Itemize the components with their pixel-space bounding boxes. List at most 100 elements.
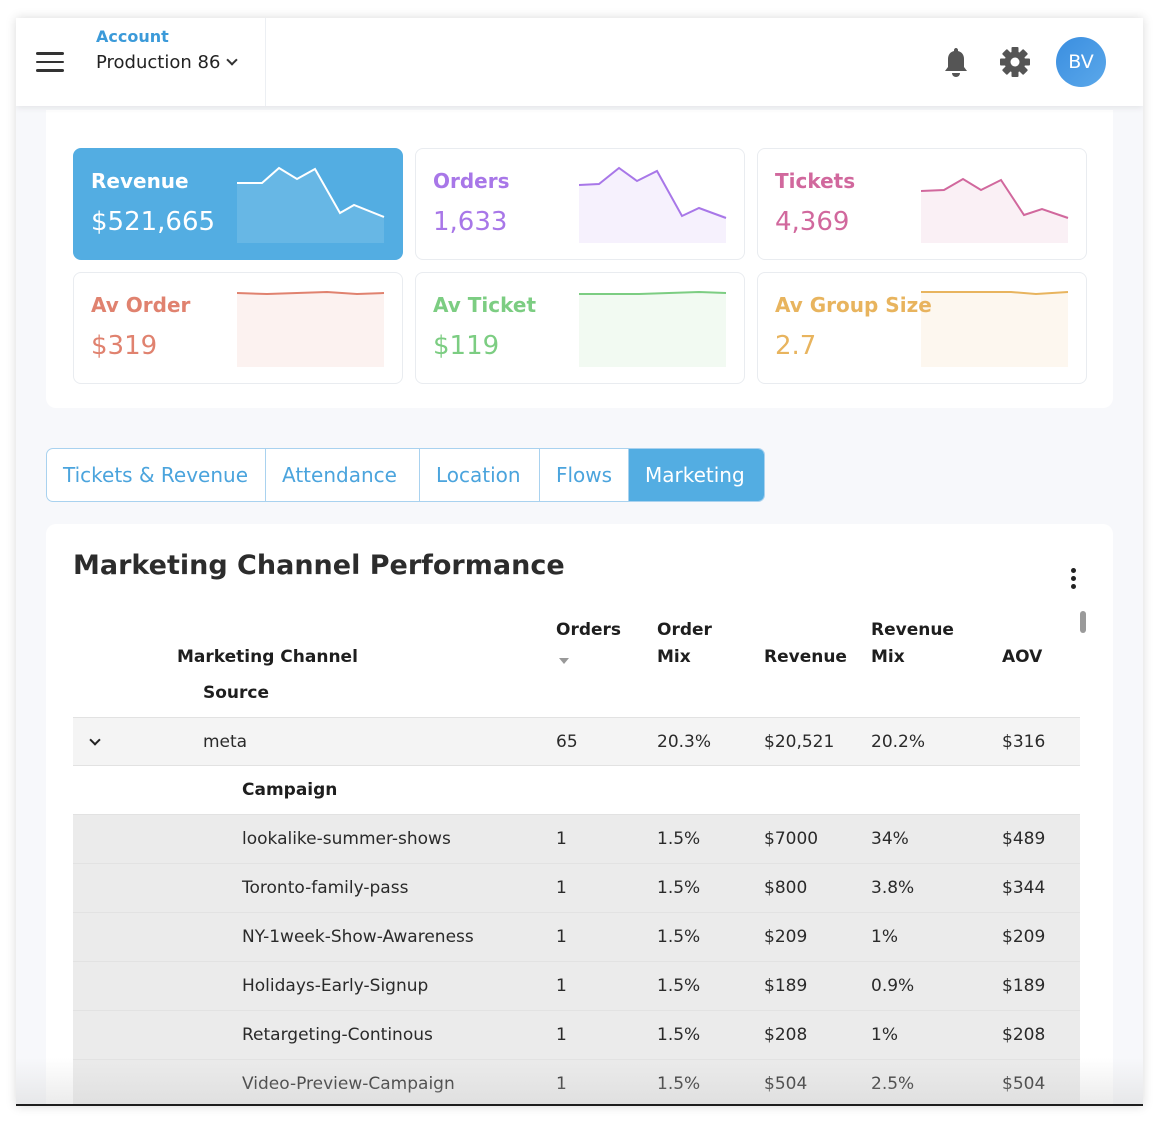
- gear-icon[interactable]: [999, 46, 1031, 78]
- cell-campaign: lookalike-summer-shows: [242, 829, 451, 849]
- kpi-title: Orders: [433, 169, 510, 193]
- header-aov[interactable]: AOV: [1002, 647, 1043, 667]
- campaign-header: Campaign: [242, 780, 338, 800]
- tab-bar: Tickets & Revenue Attendance Location Fl…: [46, 448, 765, 502]
- kpi-value: $119: [433, 331, 500, 361]
- header-marketing-channel[interactable]: Marketing Channel: [177, 647, 358, 667]
- table-row: Toronto-family-pass 1 1.5% $800 3.8% $34…: [73, 864, 1080, 913]
- header-revenue[interactable]: Revenue: [764, 647, 847, 667]
- header-source[interactable]: Source: [203, 683, 270, 703]
- cell-revenue-mix: 34%: [871, 829, 909, 849]
- sparkline-orders: [579, 166, 727, 243]
- kpi-value: $521,665: [91, 207, 216, 237]
- table-row: Retargeting-Continous 1 1.5% $208 1% $20…: [73, 1011, 1080, 1060]
- cell-campaign: Toronto-family-pass: [242, 878, 409, 898]
- cell-revenue: $189: [764, 976, 808, 996]
- table-row: lookalike-summer-shows 1 1.5% $7000 34% …: [73, 815, 1080, 864]
- kpi-card-av-ticket[interactable]: Av Ticket $119: [415, 272, 745, 384]
- app-window: Account Production 86 BV: [16, 18, 1143, 1106]
- cell-revenue-mix: 1%: [871, 1025, 898, 1045]
- cell-order-mix: 1.5%: [657, 1025, 701, 1045]
- kpi-title: Av Group Size: [775, 293, 932, 317]
- cell-campaign: Holidays-Early-Signup: [242, 976, 429, 996]
- cell-revenue: $20,521: [764, 732, 835, 752]
- scrollbar[interactable]: [1080, 611, 1086, 633]
- panel-title: Marketing Channel Performance: [73, 550, 565, 581]
- cell-campaign: Video-Preview-Campaign: [242, 1074, 455, 1094]
- cell-revenue: $208: [764, 1025, 808, 1045]
- cell-orders: 1: [556, 829, 567, 849]
- sparkline-av-order: [237, 290, 385, 367]
- header-revenue-mix-line2[interactable]: Mix: [871, 647, 905, 667]
- cell-revenue-mix: 0.9%: [871, 976, 915, 996]
- cell-order-mix: 1.5%: [657, 1074, 701, 1094]
- header-orders[interactable]: Orders: [556, 620, 622, 640]
- table-row-group-meta[interactable]: meta 65 20.3% $20,521 20.2% $316: [73, 717, 1080, 766]
- cell-aov: $209: [1002, 927, 1046, 947]
- kpi-card-revenue[interactable]: Revenue $521,665: [73, 148, 403, 260]
- tab-attendance[interactable]: Attendance: [266, 449, 420, 501]
- sparkline-av-ticket: [579, 290, 727, 367]
- chevron-down-icon[interactable]: [89, 734, 101, 746]
- table-subheader-campaign: Campaign: [73, 766, 1080, 815]
- tab-tickets-revenue[interactable]: Tickets & Revenue: [47, 449, 266, 501]
- cell-order-mix: 1.5%: [657, 878, 701, 898]
- chevron-down-icon: [226, 54, 239, 66]
- kpi-title: Av Order: [91, 293, 191, 317]
- header-revenue-mix-line1[interactable]: Revenue: [871, 620, 954, 640]
- cell-campaign: NY-1week-Show-Awareness: [242, 927, 474, 947]
- account-label: Account: [96, 27, 169, 46]
- table-row: NY-1week-Show-Awareness 1 1.5% $209 1% $…: [73, 913, 1080, 962]
- kpi-value: 4,369: [775, 207, 850, 237]
- sort-desc-icon[interactable]: [559, 658, 569, 664]
- kpi-card-tickets[interactable]: Tickets 4,369: [757, 148, 1087, 260]
- cell-aov: $344: [1002, 878, 1046, 898]
- kpi-title: Av Ticket: [433, 293, 537, 317]
- kpi-panel: Revenue $521,665 Orders 1,633 Tickets 4,…: [46, 110, 1113, 408]
- cell-orders: 1: [556, 927, 567, 947]
- sparkline-tickets: [921, 177, 1069, 243]
- marketing-channel-panel: Marketing Channel Performance Marketing …: [46, 524, 1113, 1104]
- kpi-card-av-group-size[interactable]: Av Group Size 2.7: [757, 272, 1087, 384]
- cell-orders: 1: [556, 878, 567, 898]
- tab-location[interactable]: Location: [420, 449, 540, 501]
- kpi-value: $319: [91, 331, 158, 361]
- cell-revenue: $800: [764, 878, 808, 898]
- account-value: Production 86: [96, 52, 221, 73]
- header-order-mix-line2[interactable]: Mix: [657, 647, 691, 667]
- cell-revenue-mix: 20.2%: [871, 732, 926, 752]
- sparkline-revenue: [237, 166, 385, 243]
- kpi-value: 1,633: [433, 207, 508, 237]
- cell-aov: $208: [1002, 1025, 1046, 1045]
- kpi-title: Revenue: [91, 169, 189, 193]
- divider: [265, 18, 266, 106]
- menu-icon[interactable]: [36, 52, 64, 74]
- cell-aov: $504: [1002, 1074, 1046, 1094]
- cell-revenue-mix: 1%: [871, 927, 898, 947]
- cell-order-mix: 20.3%: [657, 732, 712, 752]
- cell-aov: $316: [1002, 732, 1046, 752]
- cell-orders: 65: [556, 732, 578, 752]
- table-row: Holidays-Early-Signup 1 1.5% $189 0.9% $…: [73, 962, 1080, 1011]
- cell-revenue: $7000: [764, 829, 819, 849]
- kpi-card-orders[interactable]: Orders 1,633: [415, 148, 745, 260]
- sparkline-av-group-size: [921, 291, 1069, 367]
- bell-icon[interactable]: [942, 46, 970, 78]
- cell-order-mix: 1.5%: [657, 829, 701, 849]
- more-options-icon[interactable]: [1068, 568, 1078, 592]
- account-selector[interactable]: Production 86: [96, 52, 239, 73]
- kpi-title: Tickets: [775, 169, 856, 193]
- cell-order-mix: 1.5%: [657, 927, 701, 947]
- cell-aov: $189: [1002, 976, 1046, 996]
- header-order-mix-line1[interactable]: Order: [657, 620, 712, 640]
- cell-revenue-mix: 2.5%: [871, 1074, 915, 1094]
- avatar[interactable]: BV: [1056, 37, 1106, 87]
- tab-marketing[interactable]: Marketing: [629, 449, 764, 501]
- table-row: Video-Preview-Campaign 1 1.5% $504 2.5% …: [73, 1060, 1080, 1104]
- cell-order-mix: 1.5%: [657, 976, 701, 996]
- cell-source: meta: [203, 732, 248, 752]
- tab-flows[interactable]: Flows: [540, 449, 629, 501]
- kpi-card-av-order[interactable]: Av Order $319: [73, 272, 403, 384]
- cell-orders: 1: [556, 976, 567, 996]
- cell-revenue: $504: [764, 1074, 808, 1094]
